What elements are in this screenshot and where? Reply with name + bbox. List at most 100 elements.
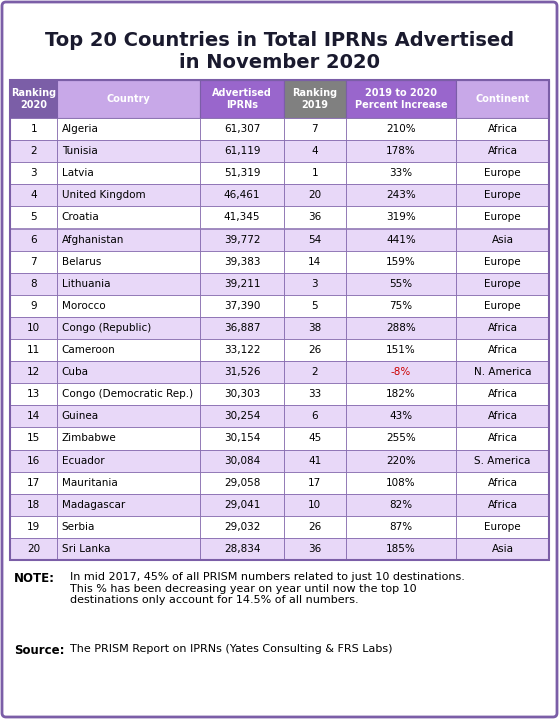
Bar [58, 538, 200, 560]
Bar [456, 206, 549, 229]
Text: Europe: Europe [484, 168, 521, 178]
Text: 2: 2 [30, 146, 37, 156]
Text: Source:: Source: [14, 644, 64, 657]
Bar [346, 251, 456, 273]
Bar [10, 361, 58, 383]
Text: 13: 13 [27, 389, 40, 399]
Text: 46,461: 46,461 [224, 191, 260, 201]
Text: 39,772: 39,772 [224, 234, 260, 244]
Bar [284, 317, 346, 339]
Text: 29,041: 29,041 [224, 500, 260, 510]
Text: Europe: Europe [484, 279, 521, 289]
Text: 10: 10 [27, 323, 40, 333]
Bar [456, 229, 549, 251]
Text: Europe: Europe [484, 191, 521, 201]
Text: 14: 14 [27, 411, 40, 421]
Bar [284, 449, 346, 472]
Text: 82%: 82% [390, 500, 413, 510]
Text: Africa: Africa [487, 434, 518, 444]
Bar [200, 273, 284, 295]
Bar [346, 449, 456, 472]
Bar [10, 80, 549, 560]
Bar [10, 427, 58, 449]
Text: Madagascar: Madagascar [61, 500, 125, 510]
Text: 16: 16 [27, 456, 40, 465]
Text: 33: 33 [308, 389, 321, 399]
Bar [10, 184, 58, 206]
Bar [284, 118, 346, 140]
Text: Sri Lanka: Sri Lanka [61, 544, 110, 554]
Text: 9: 9 [30, 301, 37, 311]
Text: 6: 6 [311, 411, 318, 421]
Text: 38: 38 [308, 323, 321, 333]
Text: 31,526: 31,526 [224, 367, 260, 377]
Bar [456, 449, 549, 472]
Bar [200, 162, 284, 184]
Bar [200, 449, 284, 472]
Text: Europe: Europe [484, 522, 521, 532]
Bar [346, 494, 456, 516]
Bar [346, 472, 456, 494]
Text: Ecuador: Ecuador [61, 456, 105, 465]
Text: 6: 6 [30, 234, 37, 244]
Text: 2019 to 2020
Percent Increase: 2019 to 2020 Percent Increase [355, 88, 447, 110]
Bar [346, 383, 456, 406]
Text: S. America: S. America [475, 456, 531, 465]
Text: 7: 7 [30, 257, 37, 267]
Bar [346, 516, 456, 538]
Bar [58, 229, 200, 251]
Text: NOTE:: NOTE: [14, 572, 55, 585]
Bar [284, 162, 346, 184]
Text: Afghanistan: Afghanistan [61, 234, 124, 244]
Bar [58, 317, 200, 339]
Bar [10, 449, 58, 472]
Bar [58, 494, 200, 516]
Bar [346, 427, 456, 449]
Bar [58, 273, 200, 295]
Bar [10, 251, 58, 273]
Bar [346, 295, 456, 317]
Text: Morocco: Morocco [61, 301, 105, 311]
Bar [58, 162, 200, 184]
Bar [346, 118, 456, 140]
Text: Country: Country [107, 94, 151, 104]
Bar [200, 339, 284, 361]
Bar [456, 184, 549, 206]
Text: 1: 1 [311, 168, 318, 178]
Bar [10, 162, 58, 184]
Text: Croatia: Croatia [61, 212, 100, 222]
Bar [284, 472, 346, 494]
Bar [10, 273, 58, 295]
Text: Serbia: Serbia [61, 522, 95, 532]
Bar [58, 406, 200, 427]
Bar [200, 361, 284, 383]
Text: Europe: Europe [484, 212, 521, 222]
Text: Cameroon: Cameroon [61, 345, 116, 355]
Text: 17: 17 [27, 477, 40, 487]
Bar [200, 295, 284, 317]
Bar [456, 339, 549, 361]
Bar [284, 140, 346, 162]
Bar [284, 251, 346, 273]
Text: Tunisia: Tunisia [61, 146, 97, 156]
Bar [10, 516, 58, 538]
Bar [58, 251, 200, 273]
Bar [284, 206, 346, 229]
Text: 20: 20 [308, 191, 321, 201]
Text: Congo (Republic): Congo (Republic) [61, 323, 151, 333]
Text: 10: 10 [308, 500, 321, 510]
Bar [10, 538, 58, 560]
Text: In mid 2017, 45% of all PRISM numbers related to just 10 destinations.
This % ha: In mid 2017, 45% of all PRISM numbers re… [70, 572, 465, 605]
Bar [346, 229, 456, 251]
Text: Africa: Africa [487, 146, 518, 156]
Bar [456, 162, 549, 184]
Text: 61,307: 61,307 [224, 124, 260, 134]
Text: 14: 14 [308, 257, 321, 267]
Text: Africa: Africa [487, 500, 518, 510]
Bar [58, 118, 200, 140]
Text: 151%: 151% [386, 345, 416, 355]
Text: 220%: 220% [386, 456, 416, 465]
Text: Asia: Asia [492, 234, 514, 244]
Text: 288%: 288% [386, 323, 416, 333]
Text: Latvia: Latvia [61, 168, 93, 178]
